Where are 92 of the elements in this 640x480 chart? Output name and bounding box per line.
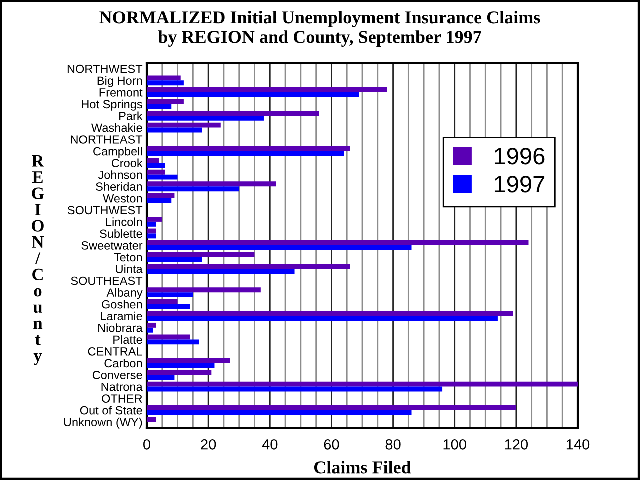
y-tick-label: Natrona bbox=[102, 382, 143, 392]
bar bbox=[147, 122, 221, 128]
bar bbox=[147, 193, 175, 198]
y-tick-label: Sheridan bbox=[96, 182, 142, 192]
bar bbox=[147, 386, 443, 392]
x-tick-label: 100 bbox=[444, 439, 466, 450]
y-tick-label: Washakie bbox=[91, 123, 142, 132]
bar bbox=[147, 334, 190, 340]
y-tick-label: Big Horn bbox=[98, 76, 142, 88]
y-tick-label: Niobrara bbox=[98, 324, 143, 332]
bar bbox=[147, 182, 276, 187]
y-tick-label: Lincoln bbox=[106, 218, 142, 226]
bar bbox=[147, 316, 498, 322]
y-tick-label: Campbell bbox=[94, 147, 142, 158]
bar bbox=[147, 217, 162, 222]
x-tick-label: 40 bbox=[262, 439, 278, 450]
bar bbox=[147, 151, 344, 156]
bar bbox=[147, 410, 412, 416]
y-tick-label: Platte bbox=[114, 335, 142, 344]
bar bbox=[147, 375, 175, 380]
text: REGION/County bbox=[32, 155, 44, 366]
y-tick-label: SOUTHWEST bbox=[68, 206, 143, 215]
y-tick-label: Hot Springs bbox=[82, 100, 142, 111]
y-tick-label: Weston bbox=[103, 194, 142, 203]
bar bbox=[147, 92, 360, 98]
bar bbox=[147, 304, 190, 310]
bar bbox=[147, 292, 194, 298]
x-tick-label: 0 bbox=[144, 439, 150, 450]
bar bbox=[147, 87, 388, 92]
bar bbox=[147, 234, 156, 239]
bar bbox=[147, 311, 514, 316]
y-tick-label: Uinta bbox=[116, 264, 143, 274]
y-tick-label: Sublette bbox=[100, 229, 142, 238]
bar bbox=[147, 116, 264, 121]
bar bbox=[147, 80, 184, 86]
bar bbox=[147, 340, 200, 345]
bar bbox=[147, 252, 255, 258]
bar bbox=[147, 328, 154, 333]
y-tick-label: NORTHWEST bbox=[68, 64, 143, 74]
x-tick-label: 20 bbox=[201, 439, 216, 450]
bar bbox=[147, 269, 295, 274]
bar bbox=[147, 417, 156, 422]
bar bbox=[147, 99, 184, 104]
bar bbox=[147, 222, 156, 227]
bar bbox=[147, 174, 178, 180]
x-tick-label: 140 bbox=[566, 439, 590, 450]
bar bbox=[147, 382, 578, 387]
y-tick-label: Sweetwater bbox=[82, 242, 143, 250]
bar bbox=[147, 198, 172, 204]
bar bbox=[147, 370, 212, 376]
bar bbox=[147, 358, 230, 364]
y-tick-label: Unknown (WY) bbox=[64, 418, 142, 429]
bar bbox=[147, 322, 156, 328]
y-tick-label: Goshen bbox=[102, 300, 142, 309]
y-tick-label: Converse bbox=[92, 371, 142, 380]
y-tick-label: Crook bbox=[112, 158, 143, 168]
bar bbox=[147, 405, 516, 410]
bar bbox=[147, 186, 240, 192]
y-tick-label: Out of State bbox=[80, 406, 142, 415]
y-tick-label: Johnson bbox=[98, 170, 142, 180]
legend-label: 1996 bbox=[494, 148, 545, 165]
x-tick-label: 60 bbox=[324, 439, 340, 450]
legend-label: 1997 bbox=[494, 176, 545, 193]
bar bbox=[147, 146, 350, 152]
bar bbox=[147, 170, 166, 175]
chart-title: NORMALIZED Initial Unemployment Insurance Claims by REGION and County, September 1997 bbox=[100, 11, 540, 47]
y-tick-label: Teton bbox=[114, 253, 142, 262]
y-tick-label: Laramie bbox=[101, 312, 142, 321]
bar bbox=[147, 163, 166, 168]
bar bbox=[147, 246, 412, 250]
y-tick-label: SOUTHEAST bbox=[71, 276, 143, 286]
y-tick-label: Fremont bbox=[100, 88, 143, 97]
bar bbox=[147, 76, 181, 81]
x-tick-label: 120 bbox=[505, 439, 528, 450]
y-tick-label: OTHER bbox=[102, 394, 142, 403]
y-tick-label: Albany bbox=[106, 288, 143, 300]
bar bbox=[147, 240, 529, 246]
bar bbox=[147, 158, 160, 164]
bar bbox=[147, 299, 178, 304]
y-tick-label: CENTRAL bbox=[88, 348, 142, 356]
y-tick-label: Carbon bbox=[104, 358, 142, 368]
bar bbox=[147, 257, 202, 262]
bar bbox=[147, 264, 350, 270]
bar bbox=[147, 128, 202, 133]
bar bbox=[147, 288, 261, 293]
x-tick-label: 80 bbox=[386, 439, 401, 450]
bar bbox=[147, 111, 320, 116]
y-tick-label: NORTHEAST bbox=[71, 136, 143, 144]
bar bbox=[147, 104, 172, 110]
y-tick-label: Park bbox=[120, 112, 143, 120]
x-axis-title: Claims Filed bbox=[314, 461, 412, 474]
bar bbox=[147, 363, 215, 368]
